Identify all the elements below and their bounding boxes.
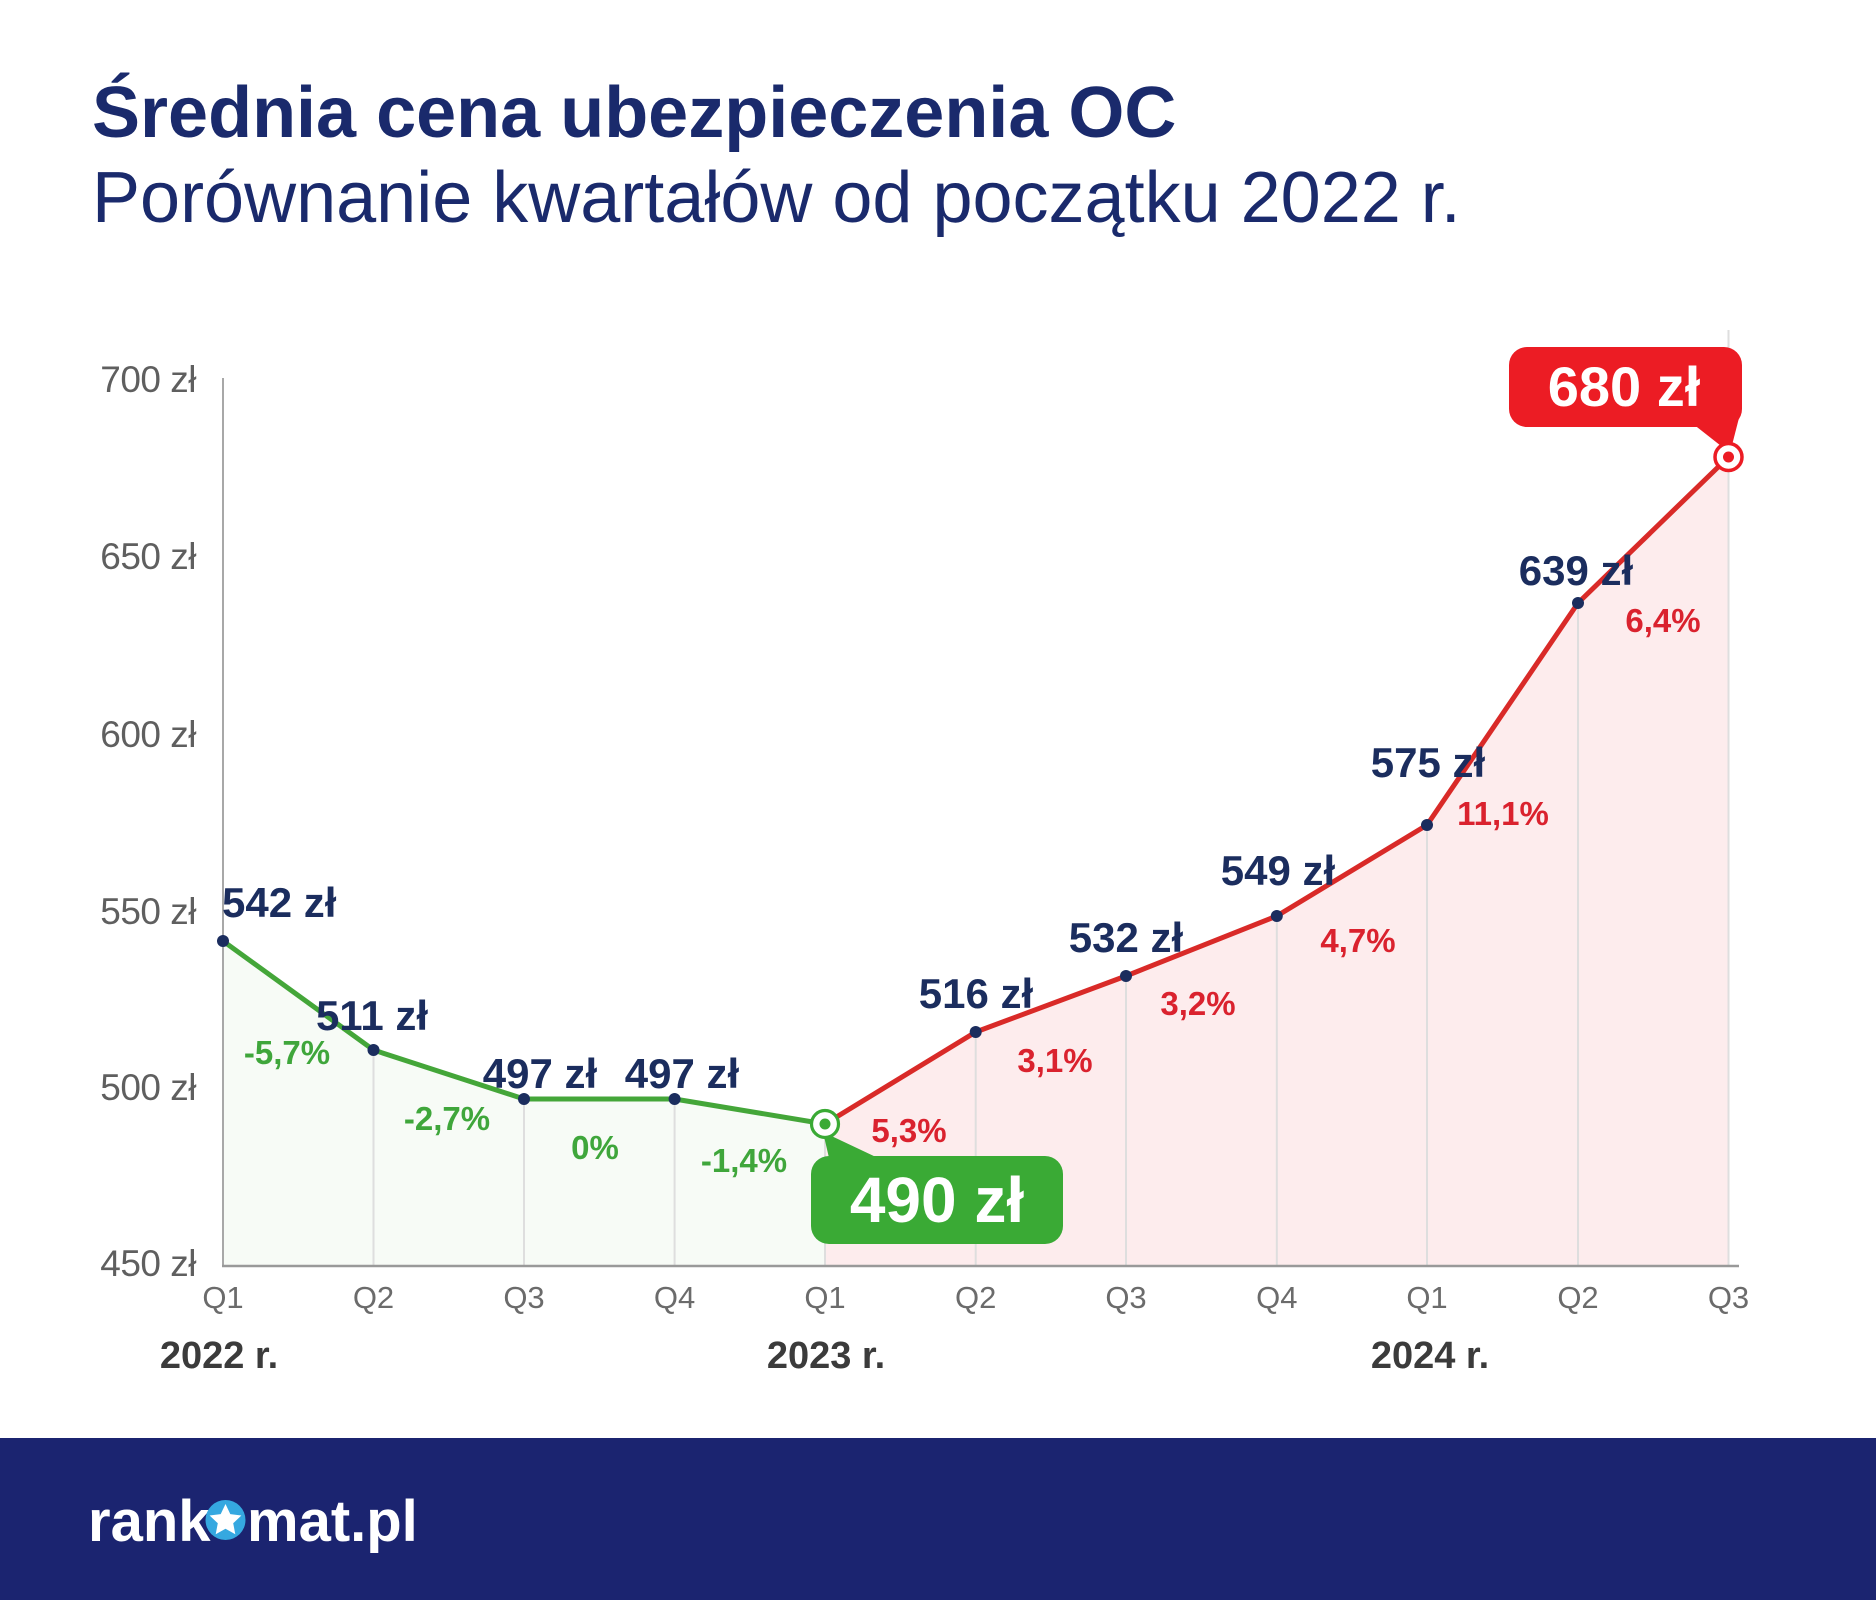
svg-text:-1,4%: -1,4% <box>701 1142 787 1179</box>
svg-text:639 zł: 639 zł <box>1519 547 1634 594</box>
svg-text:542 zł: 542 zł <box>222 879 337 926</box>
svg-text:550 zł: 550 zł <box>100 891 196 932</box>
svg-text:3,2%: 3,2% <box>1160 985 1235 1022</box>
svg-text:680 zł: 680 zł <box>1548 355 1701 418</box>
svg-text:575 zł: 575 zł <box>1371 739 1486 786</box>
svg-text:2022 r.: 2022 r. <box>160 1335 278 1377</box>
svg-text:549 zł: 549 zł <box>1221 847 1336 894</box>
svg-text:511 zł: 511 zł <box>316 992 428 1039</box>
svg-text:-5,7%: -5,7% <box>244 1034 330 1071</box>
svg-text:Q1: Q1 <box>202 1280 243 1315</box>
svg-text:Q1: Q1 <box>804 1280 845 1315</box>
svg-text:Q2: Q2 <box>353 1280 394 1315</box>
svg-text:Q3: Q3 <box>1708 1280 1749 1315</box>
svg-text:3,1%: 3,1% <box>1017 1042 1092 1079</box>
svg-text:Q2: Q2 <box>1557 1280 1598 1315</box>
svg-text:0%: 0% <box>571 1129 619 1166</box>
svg-text:Q3: Q3 <box>503 1280 544 1315</box>
svg-text:rank: rank <box>88 1489 211 1554</box>
svg-text:5,3%: 5,3% <box>871 1112 946 1149</box>
svg-text:-2,7%: -2,7% <box>404 1100 490 1137</box>
svg-text:2023 r.: 2023 r. <box>767 1335 885 1377</box>
svg-text:Q4: Q4 <box>654 1280 695 1315</box>
svg-text:mat.pl: mat.pl <box>247 1489 418 1554</box>
svg-text:516 zł: 516 zł <box>919 970 1034 1017</box>
svg-text:650 zł: 650 zł <box>100 536 196 577</box>
svg-text:600 zł: 600 zł <box>100 714 196 755</box>
svg-text:6,4%: 6,4% <box>1625 602 1700 639</box>
svg-text:Q2: Q2 <box>955 1280 996 1315</box>
svg-text:Q4: Q4 <box>1256 1280 1297 1315</box>
svg-text:450 zł: 450 zł <box>100 1243 196 1284</box>
svg-text:532 zł: 532 zł <box>1069 914 1184 961</box>
svg-text:11,1%: 11,1% <box>1457 795 1549 832</box>
svg-text:4,7%: 4,7% <box>1320 922 1395 959</box>
svg-text:500 zł: 500 zł <box>100 1067 196 1108</box>
svg-text:700 zł: 700 zł <box>100 359 196 400</box>
svg-text:497 zł: 497 zł <box>625 1050 740 1097</box>
svg-text:Q3: Q3 <box>1105 1280 1146 1315</box>
svg-text:Q1: Q1 <box>1406 1280 1447 1315</box>
svg-text:490 zł: 490 zł <box>850 1164 1025 1236</box>
svg-text:2024 r.: 2024 r. <box>1371 1335 1489 1377</box>
svg-text:497 zł: 497 zł <box>483 1050 598 1097</box>
